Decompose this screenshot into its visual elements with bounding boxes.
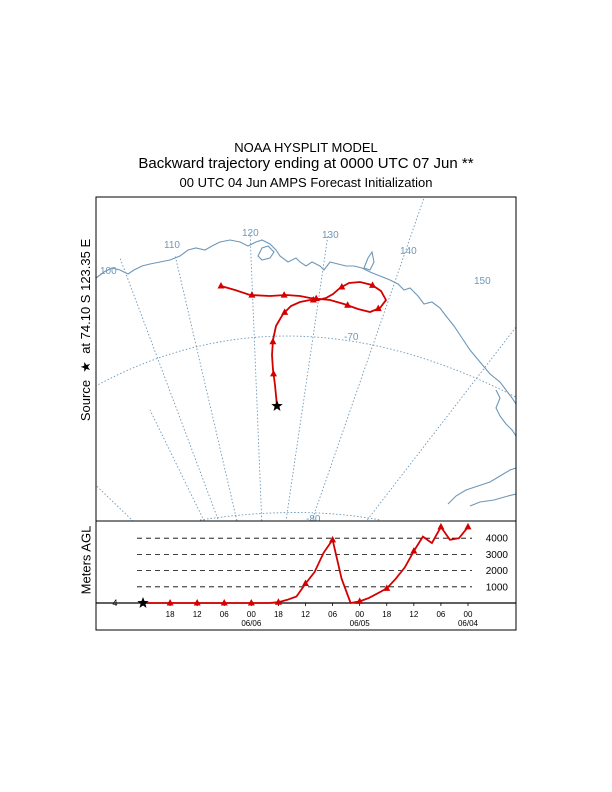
y-tick-label: 1000 [486, 582, 509, 593]
x-tick-label: 06 [328, 610, 337, 619]
height-series [137, 522, 472, 608]
coastline-segment [363, 250, 375, 271]
y-tick-label: 3000 [486, 550, 509, 561]
trajectory-marker [269, 337, 277, 345]
axis-end-label: 4 [112, 598, 117, 608]
x-tick-label: 18 [382, 610, 391, 619]
height-marker [193, 599, 201, 606]
height-marker [220, 599, 228, 606]
trajectory-title: Backward trajectory ending at 0000 UTC 0… [138, 155, 474, 172]
coastline-segment [469, 493, 516, 507]
height-marker [464, 522, 472, 530]
x-tick-label: 06 [436, 610, 445, 619]
trajectory-marker [344, 301, 352, 308]
lon-label: 110 [164, 240, 180, 251]
height-marker [329, 535, 337, 543]
trajectory-marker [338, 282, 346, 290]
lon-label: 130 [322, 230, 339, 241]
parallel-line [199, 512, 381, 521]
height-marker [274, 598, 282, 605]
height-marker [437, 522, 445, 530]
figure-frame [95, 196, 517, 631]
x-ticks: 18 12 06 00 18 12 06 00 18 12 06 00 [166, 603, 473, 619]
trajectory-path [217, 281, 388, 411]
lat-label: -70 [344, 332, 359, 343]
coastline-segment [495, 389, 516, 437]
meridian-line [285, 234, 329, 521]
lon-label: 120 [242, 228, 259, 239]
x-tick-label: 00 [464, 610, 473, 619]
date-labels: 06/06 06/05 06/04 [241, 619, 478, 628]
x-tick-label: 18 [274, 610, 283, 619]
lon-label: 100 [100, 266, 117, 277]
x-tick-label: 12 [409, 610, 418, 619]
trajectory-marker [369, 281, 377, 288]
trajectory-line [220, 281, 388, 407]
parallel-line [96, 335, 516, 398]
trajectory-marker [281, 308, 289, 315]
trajectory-marker [270, 369, 278, 377]
lon-label: 140 [400, 246, 417, 257]
height-marker [247, 599, 255, 606]
date-label: 06/05 [350, 619, 371, 628]
x-tick-label: 12 [193, 610, 202, 619]
meridian-line [311, 197, 425, 521]
coastline-segment [257, 245, 275, 261]
trajectory-marker [374, 304, 382, 312]
y-tick-label: 2000 [486, 566, 509, 577]
lon-label: 150 [474, 276, 491, 287]
x-tick-label: 00 [247, 610, 256, 619]
height-marker [410, 547, 418, 554]
initialization-subtitle: 00 UTC 04 Jun AMPS Forecast Initializati… [179, 175, 433, 190]
date-label: 06/06 [241, 619, 262, 628]
trajectory-marker [248, 291, 256, 298]
model-title: NOAA HYSPLIT MODEL [234, 140, 378, 155]
coastline [96, 239, 516, 507]
x-tick-label: 18 [166, 610, 175, 619]
height-marker [356, 597, 364, 604]
map-panel: 100 110 120 130 140 150 -70 -80 [96, 197, 516, 525]
source-star-marker [271, 400, 283, 411]
x-tick-label: 12 [301, 610, 310, 619]
coastline-segment [96, 239, 516, 405]
x-tick-label: 00 [355, 610, 364, 619]
map-labels: 100 110 120 130 140 150 -70 -80 [100, 228, 491, 525]
y-tick-label: 4000 [486, 534, 509, 545]
x-tick-label: 06 [220, 610, 229, 619]
meridian-line [96, 484, 134, 521]
lat-label: -80 [306, 514, 321, 525]
height-marker [302, 579, 309, 587]
meridian-line [119, 257, 220, 521]
height-gridlines [137, 537, 472, 588]
coastline-segment [447, 467, 516, 505]
meridian-line [365, 326, 516, 521]
height-marker [166, 599, 174, 606]
trajectory-marker [217, 282, 225, 289]
date-label: 06/04 [458, 619, 479, 628]
height-marker [383, 584, 391, 591]
map-graticule [96, 197, 516, 521]
trajectory-marker [280, 291, 288, 298]
y-tick-labels: 1000 2000 3000 4000 [486, 534, 509, 594]
height-start-star [137, 597, 149, 608]
trajectory-marker [312, 294, 320, 302]
